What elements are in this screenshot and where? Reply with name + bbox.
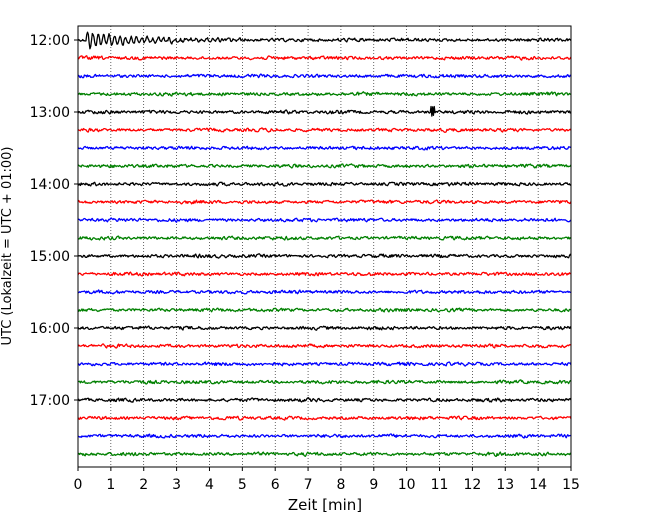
trace-row-13 xyxy=(77,271,572,277)
x-tick-label: 9 xyxy=(369,477,378,493)
trace-row-18 xyxy=(77,361,572,367)
trace-row-3 xyxy=(77,91,572,97)
trace-row-10 xyxy=(77,217,572,223)
trace-row-7 xyxy=(77,163,572,169)
x-tick-label: 2 xyxy=(139,477,148,493)
trace-row-22 xyxy=(77,433,572,439)
y-axis-ticks: 12:00 13:00 14:00 15:00 16:00 17:00 xyxy=(30,33,78,409)
y-tick-label: 13:00 xyxy=(30,105,70,121)
x-tick-label: 7 xyxy=(304,477,313,493)
x-tick-label: 15 xyxy=(562,477,580,493)
x-tick-label: 10 xyxy=(398,477,416,493)
x-tick-label: 0 xyxy=(74,477,83,493)
trace-row-8 xyxy=(77,181,572,187)
x-axis-ticks: 0 1 2 3 4 5 6 7 8 9 10 11 12 13 14 15 xyxy=(74,467,580,493)
trace-row-14 xyxy=(77,289,571,295)
trace-row-17 xyxy=(77,343,572,349)
x-tick-label: 4 xyxy=(205,477,214,493)
trace-row-2 xyxy=(77,73,572,79)
y-tick-label: 14:00 xyxy=(30,177,70,193)
y-tick-label: 12:00 xyxy=(30,33,70,49)
y-tick-label: 16:00 xyxy=(30,321,70,337)
trace-row-0 xyxy=(77,31,572,50)
trace-row-5 xyxy=(77,127,572,133)
x-tick-label: 5 xyxy=(238,477,247,493)
trace-row-9 xyxy=(77,199,572,205)
trace-row-21 xyxy=(77,415,572,421)
plot-frame xyxy=(77,25,572,468)
x-tick-label: 14 xyxy=(529,477,547,493)
x-tick-label: 12 xyxy=(463,477,481,493)
x-tick-label: 3 xyxy=(172,477,181,493)
trace-row-19 xyxy=(77,379,572,385)
x-tick-label: 13 xyxy=(496,477,514,493)
x-tick-label: 1 xyxy=(106,477,115,493)
trace-row-11 xyxy=(77,235,572,241)
trace-row-6 xyxy=(77,145,572,151)
trace-row-23 xyxy=(77,451,572,458)
x-tick-label: 8 xyxy=(336,477,345,493)
x-tick-label: 11 xyxy=(431,477,449,493)
trace-row-16 xyxy=(77,325,572,331)
y-tick-label: 15:00 xyxy=(30,249,70,265)
x-tick-label: 6 xyxy=(271,477,280,493)
y-tick-label: 17:00 xyxy=(30,393,70,409)
trace-row-15 xyxy=(77,307,572,313)
trace-rows xyxy=(77,31,572,458)
trace-row-4 xyxy=(77,105,572,117)
trace-row-12 xyxy=(77,253,572,259)
y-axis-label: UTC (Lokalzeit = UTC + 01:00) xyxy=(0,147,15,346)
trace-row-1 xyxy=(77,55,572,61)
x-axis-label: Zeit [min] xyxy=(288,496,362,514)
trace-row-20 xyxy=(77,397,572,403)
